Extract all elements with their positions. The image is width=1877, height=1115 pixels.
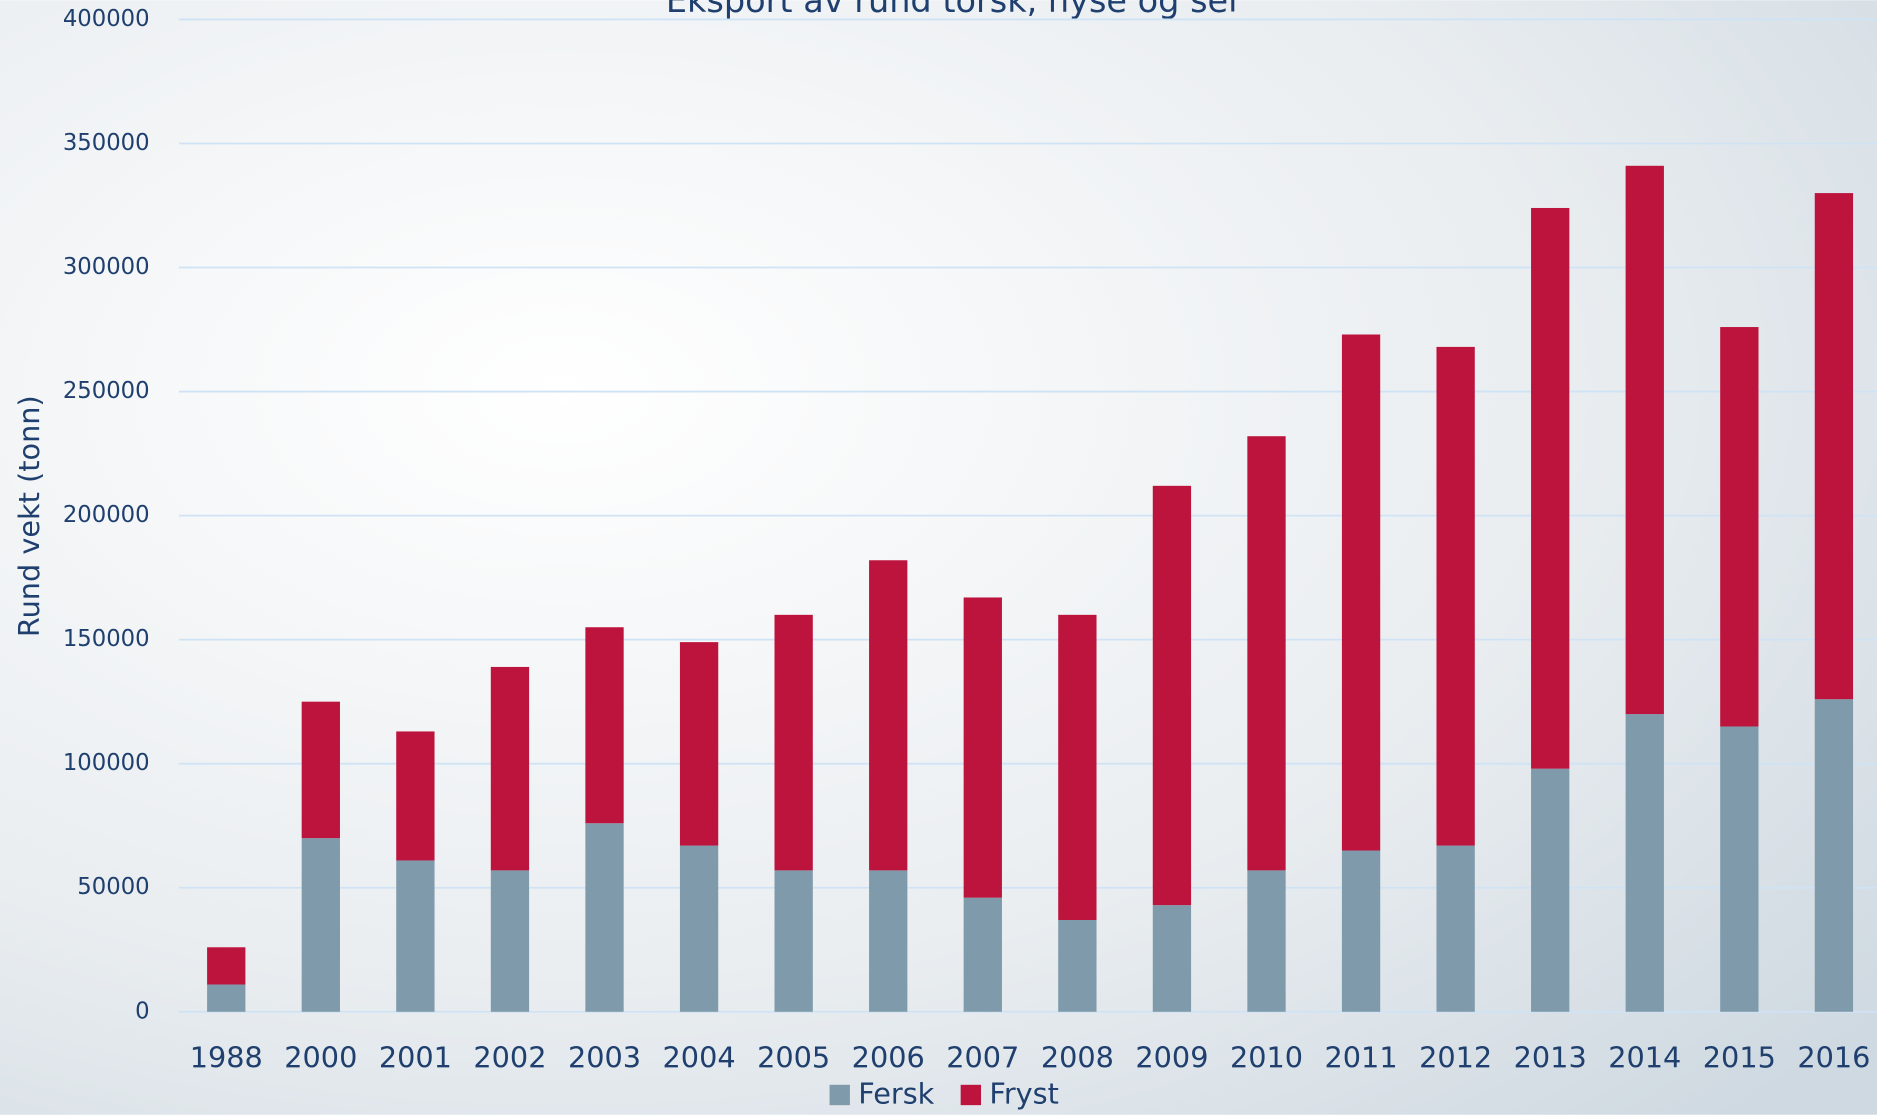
y-axis-label: Rund vekt (tonn) — [12, 395, 46, 637]
x-tick-label: 2008 — [1041, 1041, 1114, 1075]
chart-title: Eksport av rund torsk, hyse og sei — [666, 0, 1238, 20]
bar-segment — [1152, 485, 1192, 906]
y-tick-label: 400000 — [63, 6, 150, 32]
legend-swatch — [829, 1084, 850, 1106]
bar-segment — [1341, 334, 1381, 851]
legend-label: Fersk — [858, 1077, 934, 1111]
bar-segment — [963, 897, 1002, 1012]
bar-segment — [774, 870, 813, 1012]
bar-segment — [1152, 905, 1192, 1012]
bar-segment — [679, 845, 719, 1012]
bar-segment — [1720, 726, 1759, 1012]
bar-segment — [585, 823, 624, 1012]
bar-segment — [1341, 850, 1381, 1012]
bar-segment — [774, 614, 813, 871]
bar-segment — [1625, 165, 1664, 715]
y-tick-label: 100000 — [63, 750, 150, 776]
x-tick-label: 2016 — [1797, 1041, 1870, 1075]
x-tick-label: 1988 — [190, 1041, 263, 1075]
legend-swatch — [960, 1084, 982, 1106]
y-tick-label: 50000 — [77, 874, 149, 900]
x-tick-label: 2011 — [1325, 1041, 1398, 1075]
y-tick-label: 300000 — [63, 254, 150, 280]
x-tick-label: 2009 — [1135, 1041, 1208, 1075]
legend-label: Fryst — [989, 1077, 1058, 1111]
x-tick-label: 2013 — [1514, 1041, 1587, 1075]
x-tick-label: 2003 — [568, 1041, 641, 1075]
bar-segment — [679, 642, 719, 846]
x-tick-label: 2005 — [757, 1041, 830, 1075]
bar-segment — [207, 947, 246, 985]
bar-segment — [1436, 845, 1475, 1012]
x-tick-label: 2004 — [663, 1041, 736, 1075]
bar-segment — [869, 560, 908, 871]
x-tick-label: 2007 — [946, 1041, 1019, 1075]
bar-segment — [1625, 714, 1664, 1012]
x-tick-label: 2010 — [1230, 1041, 1303, 1075]
y-tick-label: 0 — [135, 998, 149, 1024]
bar-segment — [963, 597, 1002, 898]
x-tick-label: 2006 — [852, 1041, 925, 1075]
x-tick-label: 2014 — [1608, 1041, 1681, 1075]
bar-segment — [585, 627, 624, 824]
y-tick-label: 350000 — [63, 130, 150, 156]
bar-segment — [490, 666, 530, 871]
bar-segment — [869, 870, 908, 1012]
y-tick-label: 200000 — [63, 502, 150, 528]
x-tick-label: 2002 — [473, 1041, 546, 1075]
bar-segment — [207, 984, 246, 1012]
bar-segment — [396, 731, 435, 861]
x-tick-label: 2001 — [379, 1041, 452, 1075]
bar-segment — [1247, 870, 1286, 1012]
bar-segment — [1058, 614, 1097, 920]
bar-segment — [301, 838, 340, 1012]
bar-segment — [1058, 919, 1097, 1012]
y-tick-label: 150000 — [63, 626, 150, 652]
x-tick-label: 2015 — [1703, 1041, 1776, 1075]
bar-segment — [301, 701, 340, 839]
x-tick-label: 2000 — [284, 1041, 357, 1075]
bar-segment — [1720, 327, 1759, 727]
x-tick-label: 2012 — [1419, 1041, 1492, 1075]
bar-segment — [1531, 207, 1570, 769]
bar-segment — [1814, 193, 1854, 700]
bar-segment — [1814, 699, 1854, 1012]
bar-segment — [1531, 768, 1570, 1012]
bar-segment — [490, 870, 530, 1012]
bar-segment — [396, 860, 435, 1012]
bar-segment — [1436, 346, 1475, 846]
legend: Fersk Fryst — [829, 1077, 1059, 1111]
bar-segment — [1247, 436, 1286, 871]
y-tick-label: 250000 — [63, 378, 150, 404]
